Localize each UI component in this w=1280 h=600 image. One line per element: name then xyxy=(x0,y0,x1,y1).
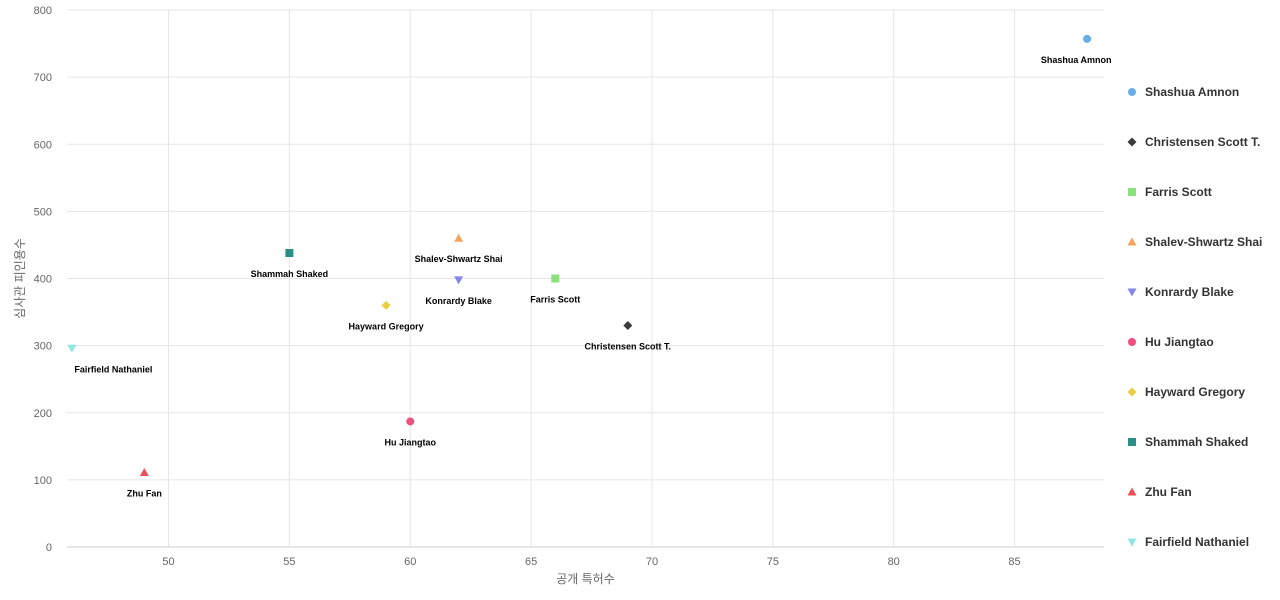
y-tick-label: 200 xyxy=(34,408,52,420)
data-point xyxy=(285,248,294,257)
legend-label: Shashua Amnon xyxy=(1145,85,1239,99)
data-point xyxy=(1083,34,1092,43)
data-point xyxy=(454,233,464,242)
data-point xyxy=(406,417,415,426)
y-axis-ticks: 0 100 200 300 400 500 600 700 800 xyxy=(34,5,52,554)
legend-label: Fairfield Nathaniel xyxy=(1145,535,1249,549)
data-label: Farris Scott xyxy=(530,295,580,305)
legend-marker xyxy=(1127,137,1137,147)
x-tick-label: 70 xyxy=(646,556,658,568)
legend-marker xyxy=(1127,288,1137,297)
x-axis-ticks: 50 55 60 65 70 75 80 85 xyxy=(162,556,1020,568)
legend-item[interactable]: Shashua Amnon xyxy=(1128,85,1239,99)
legend-label: Hayward Gregory xyxy=(1145,385,1245,399)
data-label: Christensen Scott T. xyxy=(585,341,672,351)
legend-item[interactable]: Fairfield Nathaniel xyxy=(1127,535,1250,549)
legend-item[interactable]: Hayward Gregory xyxy=(1127,385,1246,399)
legend-label: Shalev-Shwartz Shai xyxy=(1145,235,1262,249)
x-tick-label: 65 xyxy=(525,556,537,568)
data-point xyxy=(139,467,149,476)
x-tick-label: 75 xyxy=(767,556,779,568)
data-point xyxy=(454,276,464,285)
legend-marker xyxy=(1127,387,1137,397)
x-tick-label: 50 xyxy=(162,556,174,568)
y-tick-label: 100 xyxy=(34,475,52,487)
y-tick-label: 500 xyxy=(34,206,52,218)
x-tick-label: 80 xyxy=(888,556,900,568)
y-tick-label: 400 xyxy=(34,274,52,286)
legend-item[interactable]: Christensen Scott T. xyxy=(1127,135,1261,149)
data-point xyxy=(67,344,77,353)
legend-marker xyxy=(1127,487,1137,496)
data-point xyxy=(623,320,633,330)
legend-marker xyxy=(1127,538,1137,547)
legend-marker xyxy=(1128,188,1136,196)
legend-marker xyxy=(1128,88,1136,96)
y-tick-label: 0 xyxy=(46,542,52,554)
y-tick-label: 800 xyxy=(34,5,52,17)
data-label: Shammah Shaked xyxy=(251,269,329,279)
data-label: Hu Jiangtao xyxy=(384,437,436,447)
x-axis-title: 공개 특허수 xyxy=(556,572,615,586)
legend-label: Farris Scott xyxy=(1145,185,1212,199)
data-label: Hayward Gregory xyxy=(349,321,424,331)
data-label: Fairfield Nathaniel xyxy=(74,364,152,374)
legend-item[interactable]: Hu Jiangtao xyxy=(1128,335,1214,349)
legend-marker xyxy=(1127,237,1137,246)
y-axis-title: 심사관 피인용수 xyxy=(13,238,27,319)
legend: Shashua Amnon Christensen Scott T. Farris … xyxy=(1127,85,1263,549)
data-label: Shalev-Shwartz Shai xyxy=(415,254,503,264)
x-tick-label: 85 xyxy=(1008,556,1020,568)
legend-item[interactable]: Shalev-Shwartz Shai xyxy=(1127,235,1263,249)
data-label: Konrardy Blake xyxy=(425,296,492,306)
legend-item[interactable]: Konrardy Blake xyxy=(1127,285,1235,299)
legend-label: Zhu Fan xyxy=(1145,485,1192,499)
data-label: Zhu Fan xyxy=(127,488,162,498)
data-point xyxy=(381,300,391,310)
data-points: Shashua Amnon Christensen Scott T. Farris … xyxy=(67,34,1112,498)
x-tick-label: 55 xyxy=(283,556,295,568)
legend-label: Shammah Shaked xyxy=(1145,435,1248,449)
legend-marker xyxy=(1128,338,1136,346)
grid xyxy=(67,9,1104,547)
y-tick-label: 700 xyxy=(34,72,52,84)
legend-label: Hu Jiangtao xyxy=(1145,335,1214,349)
y-tick-label: 600 xyxy=(34,139,52,151)
y-tick-label: 300 xyxy=(34,341,52,353)
legend-item[interactable]: Farris Scott xyxy=(1128,185,1212,199)
legend-label: Christensen Scott T. xyxy=(1145,135,1260,149)
data-point xyxy=(551,274,560,283)
legend-label: Konrardy Blake xyxy=(1145,285,1234,299)
legend-item[interactable]: Zhu Fan xyxy=(1127,485,1192,499)
data-label: Shashua Amnon xyxy=(1041,55,1112,65)
legend-item[interactable]: Shammah Shaked xyxy=(1128,435,1248,449)
x-tick-label: 60 xyxy=(404,556,416,568)
legend-marker xyxy=(1128,438,1136,446)
